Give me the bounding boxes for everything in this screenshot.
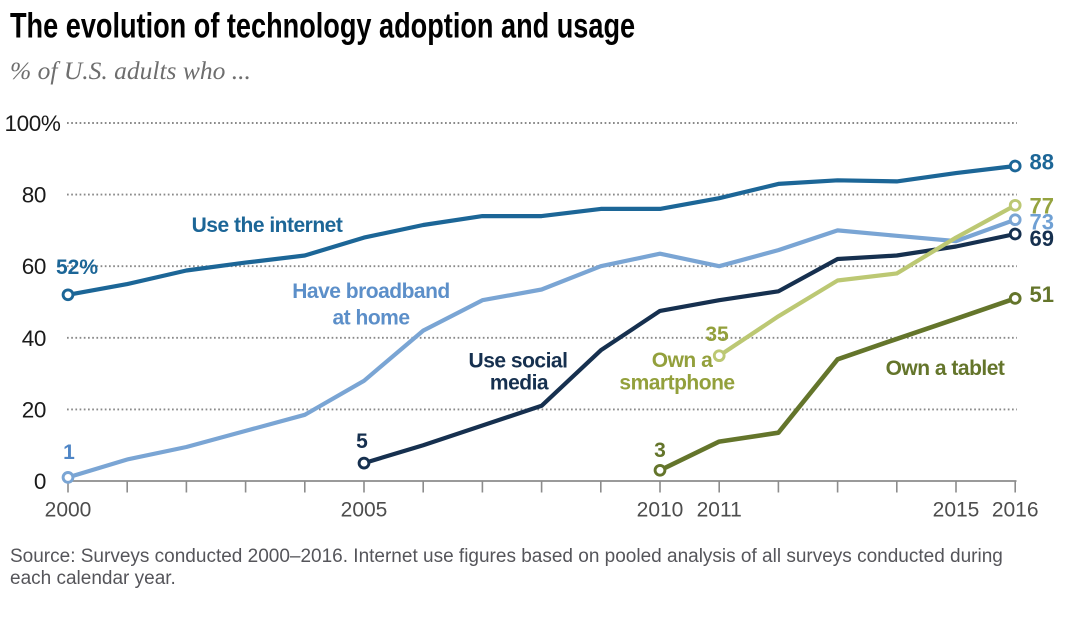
- svg-text:Use the internet: Use the internet: [192, 214, 343, 237]
- svg-text:77: 77: [1030, 194, 1054, 219]
- svg-text:40: 40: [22, 326, 46, 351]
- svg-text:69: 69: [1030, 226, 1054, 251]
- svg-text:51: 51: [1030, 282, 1054, 307]
- svg-text:60: 60: [22, 254, 46, 279]
- svg-text:2010: 2010: [637, 499, 684, 522]
- svg-text:The evolution of technology ad: The evolution of technology adoption and…: [10, 6, 635, 45]
- svg-text:each calendar year.: each calendar year.: [10, 568, 176, 589]
- svg-text:20: 20: [22, 397, 46, 422]
- svg-text:2000: 2000: [45, 499, 92, 522]
- svg-text:2005: 2005: [341, 499, 388, 522]
- svg-text:smartphone: smartphone: [619, 372, 734, 395]
- svg-text:35: 35: [705, 323, 729, 346]
- svg-text:Own a tablet: Own a tablet: [886, 357, 1005, 380]
- svg-text:% of U.S. adults who ...: % of U.S. adults who ...: [10, 56, 251, 85]
- svg-text:80: 80: [22, 183, 46, 208]
- svg-text:2015: 2015: [933, 499, 980, 522]
- svg-text:0: 0: [34, 469, 46, 494]
- svg-text:73: 73: [1030, 210, 1054, 235]
- svg-text:Source: Surveys conducted 2000: Source: Surveys conducted 2000–2016. Int…: [10, 546, 1003, 567]
- svg-text:100%: 100%: [5, 111, 61, 136]
- svg-text:media: media: [490, 372, 549, 395]
- svg-text:2011: 2011: [697, 499, 742, 522]
- svg-text:Own a: Own a: [652, 349, 713, 372]
- svg-text:3: 3: [654, 439, 666, 462]
- svg-text:Have broadband: Have broadband: [292, 280, 450, 303]
- svg-text:1: 1: [63, 441, 75, 464]
- svg-text:88: 88: [1030, 150, 1054, 175]
- svg-text:5: 5: [356, 430, 368, 453]
- svg-text:at home: at home: [332, 307, 409, 330]
- svg-text:52%: 52%: [56, 256, 98, 279]
- svg-text:Use social: Use social: [469, 350, 568, 373]
- svg-text:2016: 2016: [992, 499, 1039, 522]
